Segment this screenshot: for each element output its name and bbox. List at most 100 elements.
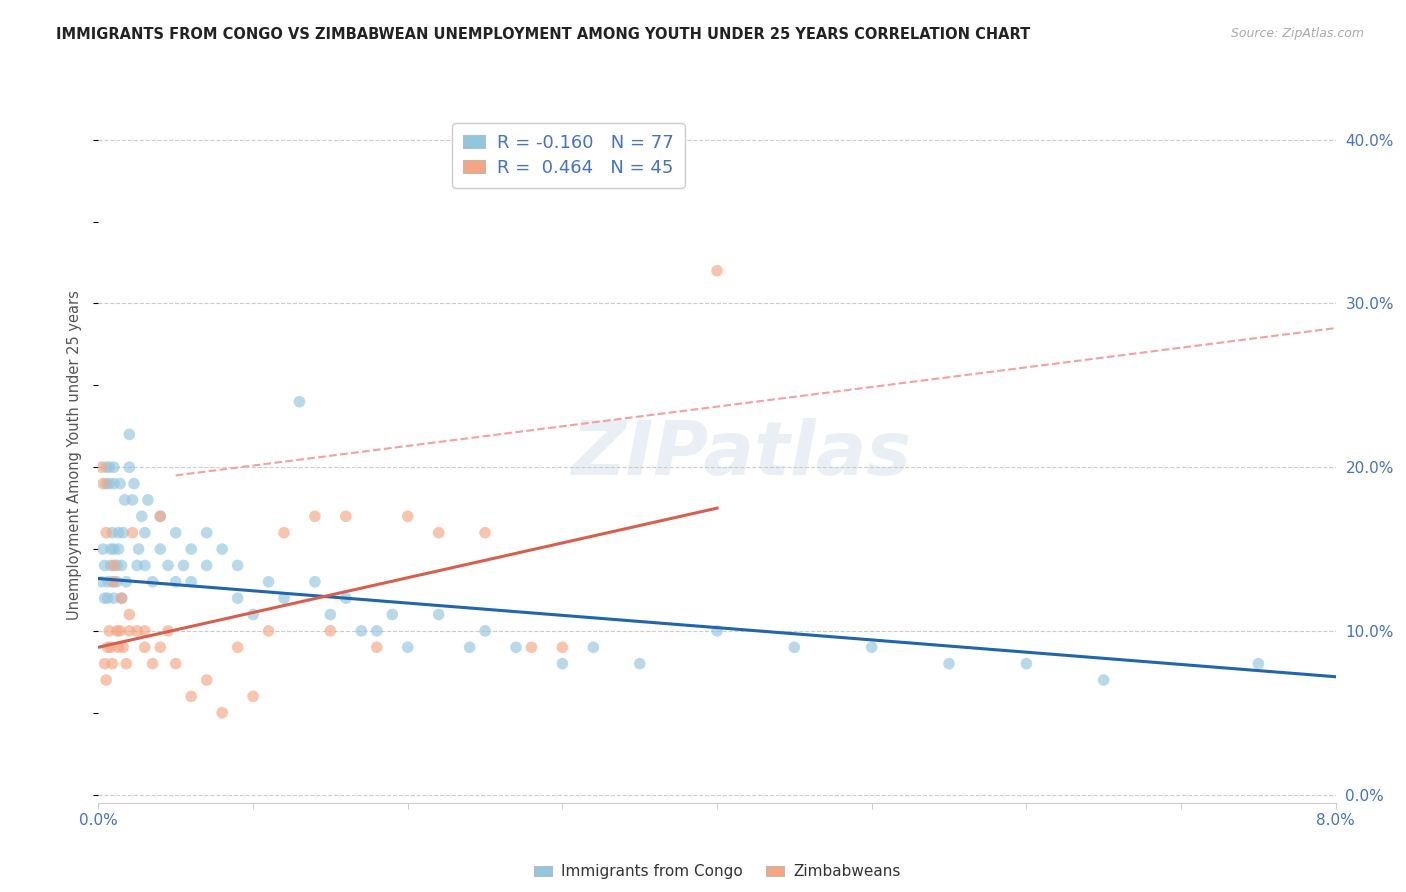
Point xyxy=(98,476,121,491)
Point xyxy=(396,640,419,655)
Point xyxy=(96,460,118,475)
Text: IMMIGRANTS FROM CONGO VS ZIMBABWEAN UNEMPLOYMENT AMONG YOUTH UNDER 25 YEARS CORR: IMMIGRANTS FROM CONGO VS ZIMBABWEAN UNEM… xyxy=(56,27,1031,42)
Point xyxy=(115,574,138,589)
Text: Source: ZipAtlas.com: Source: ZipAtlas.com xyxy=(1230,27,1364,40)
Point xyxy=(115,657,138,671)
Point xyxy=(226,558,249,573)
Point xyxy=(195,673,218,687)
Point xyxy=(551,640,574,655)
Point xyxy=(131,509,153,524)
Point xyxy=(396,509,419,524)
Point xyxy=(103,460,125,475)
Point xyxy=(366,624,388,638)
Point xyxy=(304,574,326,589)
Point xyxy=(257,624,280,638)
Point xyxy=(335,509,357,524)
Point xyxy=(100,558,122,573)
Point xyxy=(97,591,120,606)
Legend: Immigrants from Congo, Zimbabweans: Immigrants from Congo, Zimbabweans xyxy=(527,858,907,886)
Point xyxy=(112,640,135,655)
Point xyxy=(118,427,141,442)
Point xyxy=(91,476,114,491)
Point xyxy=(427,607,450,622)
Point xyxy=(103,574,125,589)
Point xyxy=(97,574,120,589)
Point xyxy=(335,591,357,606)
Point xyxy=(111,591,134,606)
Point xyxy=(165,525,187,540)
Point xyxy=(149,640,172,655)
Point xyxy=(136,492,159,507)
Point xyxy=(628,657,651,671)
Point xyxy=(93,591,115,606)
Point xyxy=(149,509,172,524)
Point xyxy=(242,607,264,622)
Point xyxy=(458,640,481,655)
Point xyxy=(118,624,141,638)
Point xyxy=(118,607,141,622)
Point xyxy=(582,640,605,655)
Point xyxy=(706,264,728,278)
Point xyxy=(273,591,295,606)
Point xyxy=(114,492,136,507)
Point xyxy=(1247,657,1270,671)
Point xyxy=(226,591,249,606)
Point xyxy=(149,542,172,557)
Point xyxy=(121,492,143,507)
Y-axis label: Unemployment Among Youth under 25 years: Unemployment Among Youth under 25 years xyxy=(67,290,83,620)
Point xyxy=(108,476,131,491)
Point xyxy=(91,542,114,557)
Point xyxy=(98,460,121,475)
Point xyxy=(93,558,115,573)
Point xyxy=(100,542,122,557)
Point xyxy=(319,607,342,622)
Point xyxy=(96,525,118,540)
Point xyxy=(165,574,187,589)
Point xyxy=(108,624,131,638)
Point xyxy=(96,476,118,491)
Point xyxy=(474,525,496,540)
Point xyxy=(783,640,806,655)
Point xyxy=(93,657,115,671)
Point xyxy=(273,525,295,540)
Point xyxy=(211,542,233,557)
Point xyxy=(938,657,960,671)
Point xyxy=(128,542,150,557)
Point xyxy=(107,525,129,540)
Point xyxy=(105,624,128,638)
Text: ZIPatlas: ZIPatlas xyxy=(572,418,912,491)
Point xyxy=(304,509,326,524)
Point xyxy=(103,542,125,557)
Point xyxy=(172,558,194,573)
Point xyxy=(319,624,342,638)
Point xyxy=(127,624,149,638)
Point xyxy=(195,558,218,573)
Point xyxy=(350,624,373,638)
Point xyxy=(157,558,180,573)
Point xyxy=(142,657,165,671)
Point xyxy=(103,558,125,573)
Point xyxy=(1092,673,1115,687)
Point xyxy=(860,640,883,655)
Point xyxy=(366,640,388,655)
Point xyxy=(103,591,125,606)
Point xyxy=(142,574,165,589)
Point xyxy=(101,525,124,540)
Point xyxy=(211,706,233,720)
Point xyxy=(180,542,202,557)
Point xyxy=(180,574,202,589)
Point xyxy=(107,542,129,557)
Point xyxy=(257,574,280,589)
Point xyxy=(98,624,121,638)
Point xyxy=(107,640,129,655)
Point xyxy=(427,525,450,540)
Point xyxy=(105,558,128,573)
Point xyxy=(90,574,112,589)
Point xyxy=(288,394,311,409)
Point xyxy=(134,558,156,573)
Point xyxy=(105,574,128,589)
Point xyxy=(118,460,141,475)
Point xyxy=(111,591,134,606)
Point xyxy=(381,607,404,622)
Point xyxy=(121,525,143,540)
